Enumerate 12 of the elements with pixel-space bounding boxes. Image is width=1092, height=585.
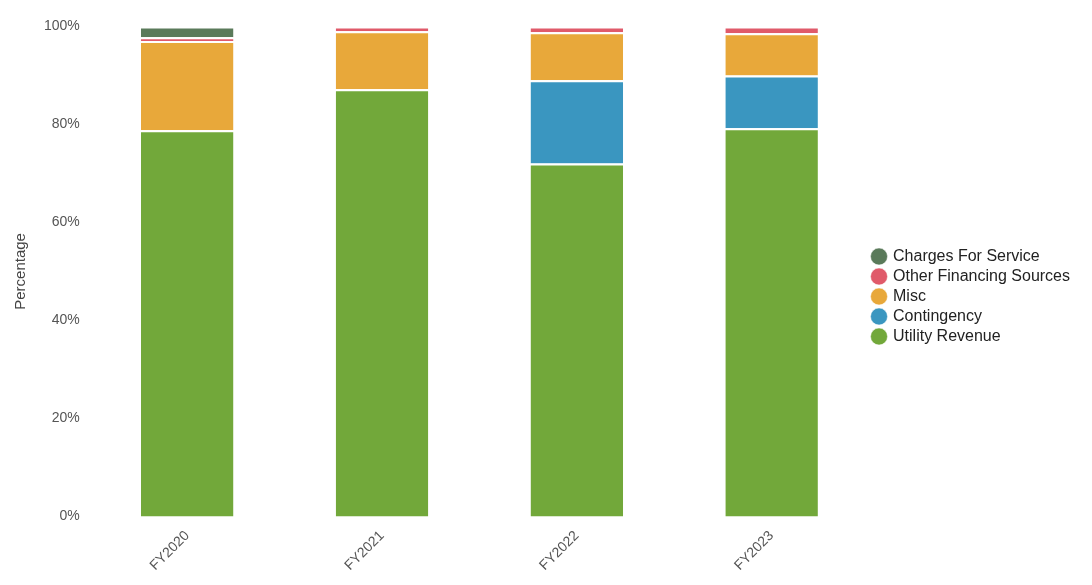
y-axis-title: Percentage	[11, 233, 29, 310]
legend-label: Misc	[893, 286, 926, 304]
legend-label: Utility Revenue	[893, 326, 1001, 344]
legend-label: Charges For Service	[893, 246, 1040, 264]
y-tick-label: 60%	[51, 213, 80, 230]
y-tick-label: 0%	[59, 507, 80, 524]
y-tick-label: 40%	[51, 311, 80, 328]
y-tick-label: 100%	[43, 17, 80, 34]
y-tick-label: 80%	[51, 115, 80, 132]
legend-label: Other Financing Sources	[893, 266, 1071, 284]
y-tick-label: 20%	[51, 409, 80, 426]
legend-label: Contingency	[893, 306, 982, 324]
